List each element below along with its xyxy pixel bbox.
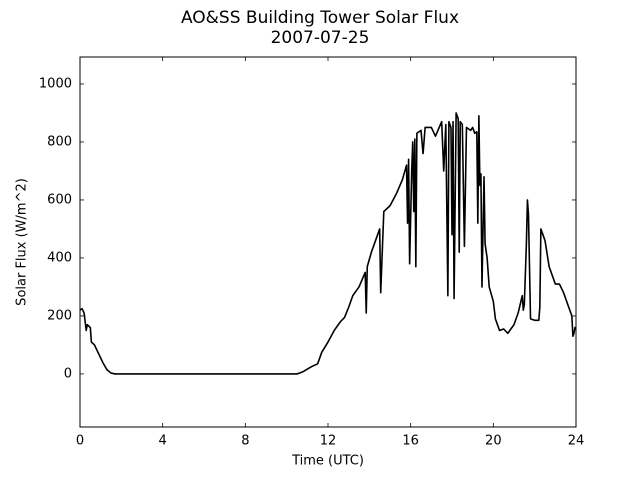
x-tick-label: 16 xyxy=(402,434,419,449)
y-tick-label: 800 xyxy=(47,134,72,149)
plot-frame xyxy=(79,56,577,428)
data-line xyxy=(79,112,576,375)
chart-title: AO&SS Building Tower Solar Flux xyxy=(181,8,459,28)
y-tick-label: 200 xyxy=(47,308,72,323)
x-tick-label: 12 xyxy=(320,434,337,449)
x-tick-label: 8 xyxy=(241,434,249,449)
y-tick-label: 400 xyxy=(47,250,72,265)
y-tick-label: 0 xyxy=(64,366,72,381)
x-axis-label: Time (UTC) xyxy=(291,454,364,469)
y-axis-label: Solar Flux (W/m^2) xyxy=(15,178,30,306)
chart-subtitle: 2007-07-25 xyxy=(271,28,370,48)
x-tick-label: 24 xyxy=(568,434,585,449)
y-tick-label: 600 xyxy=(47,192,72,207)
y-tick-label: 1000 xyxy=(39,76,72,91)
x-tick-label: 20 xyxy=(485,434,502,449)
x-tick-label: 4 xyxy=(159,434,167,449)
x-tick-label: 0 xyxy=(76,434,84,449)
